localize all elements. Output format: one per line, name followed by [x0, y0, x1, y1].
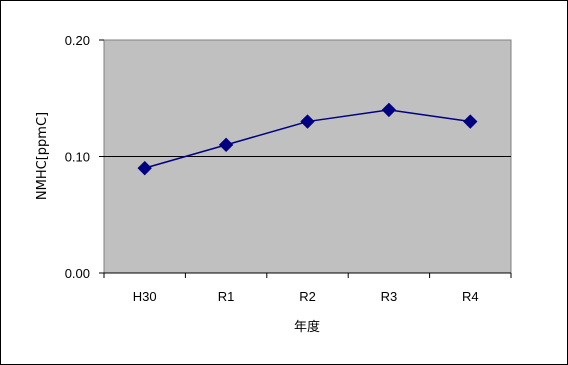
y-tick-label: 0.20 — [65, 33, 90, 48]
x-tick-label: H30 — [133, 289, 157, 304]
data-point-marker — [218, 137, 234, 153]
data-point-marker — [381, 102, 397, 118]
x-tick-label: R1 — [218, 289, 235, 304]
x-axis-title: 年度 — [294, 319, 320, 335]
x-tick-label: R3 — [381, 289, 398, 304]
y-axis-title: NMHC[ppmC] — [35, 112, 50, 200]
data-point-marker — [137, 160, 152, 176]
y-tick-label: 0.00 — [65, 266, 90, 281]
x-tick-label: R4 — [462, 289, 479, 304]
y-tick-label: 0.10 — [65, 150, 90, 165]
data-point-marker — [463, 114, 478, 129]
x-tick-label: R2 — [299, 289, 316, 304]
data-point-marker — [300, 114, 315, 129]
